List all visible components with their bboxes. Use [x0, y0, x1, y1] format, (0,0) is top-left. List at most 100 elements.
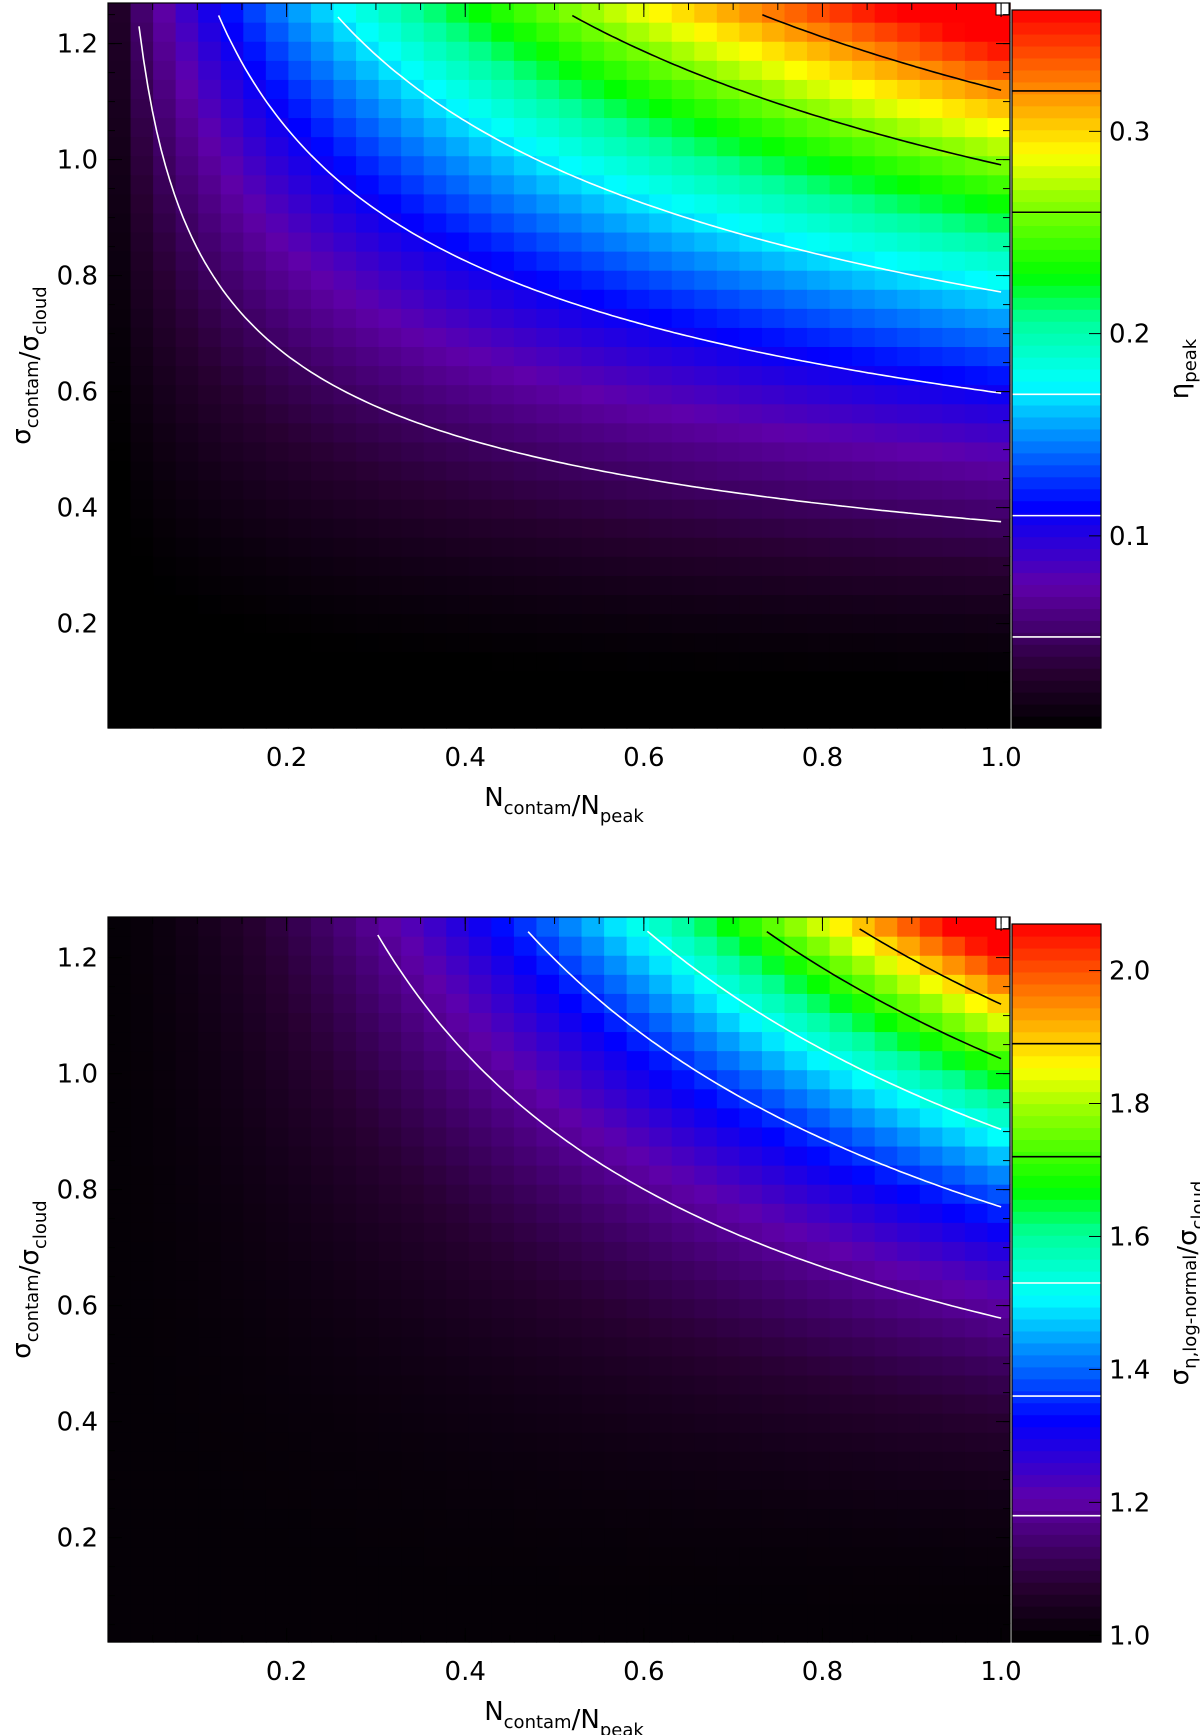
corner-marker [995, 916, 1010, 930]
heatmap-cell [694, 79, 718, 99]
heatmap-cell [310, 974, 335, 994]
heatmap-cell [987, 422, 1011, 443]
plot-frame [107, 2, 1011, 729]
heatmap-cell [807, 556, 831, 576]
heatmap-cell [807, 613, 831, 634]
heatmap-cell [130, 193, 154, 214]
colorbar-swatch [1012, 1007, 1101, 1021]
heatmap-cell [288, 1069, 312, 1090]
heatmap-cell [987, 41, 1011, 61]
heatmap-cell [265, 708, 289, 729]
heatmap-cell [671, 1145, 695, 1166]
heatmap-cell [310, 251, 335, 271]
heatmap-cell [265, 231, 289, 252]
heatmap-cell [919, 556, 943, 576]
heatmap-cell [739, 1088, 763, 1109]
heatmap-cell [333, 346, 357, 367]
heatmap-cell [852, 1622, 876, 1643]
heatmap-cell [310, 499, 335, 519]
colorbar-swatch [1012, 452, 1101, 466]
heatmap-cell [175, 1336, 199, 1357]
heatmap-cell [198, 60, 222, 80]
heatmap-cell [559, 212, 583, 233]
heatmap-cell [604, 1088, 628, 1109]
heatmap-cell [784, 556, 808, 576]
heatmap-cell [604, 289, 628, 309]
heatmap-cell [874, 1184, 898, 1204]
heatmap-cell [581, 251, 605, 271]
heatmap-cell [220, 613, 244, 634]
heatmap-cell [536, 193, 560, 214]
heatmap-cell [491, 193, 515, 214]
heatmap-cell [874, 22, 898, 42]
heatmap-cell [153, 212, 177, 233]
heatmap-cell [559, 193, 583, 214]
heatmap-cell [626, 613, 650, 634]
heatmap-cell [942, 1565, 966, 1586]
heatmap-cell [761, 212, 786, 233]
heatmap-cell [626, 1622, 650, 1643]
heatmap-cell [108, 499, 132, 519]
heatmap-cell [784, 1355, 808, 1376]
heatmap-cell [964, 327, 989, 348]
heatmap-cell [852, 1298, 876, 1319]
heatmap-cell [761, 1413, 786, 1433]
heatmap-cell [964, 346, 989, 367]
heatmap-cell [852, 955, 876, 975]
heatmap-cell [175, 212, 199, 233]
heatmap-cell [153, 1298, 177, 1319]
heatmap-cell [626, 327, 650, 348]
heatmap-cell [423, 670, 447, 691]
heatmap-cell [581, 308, 605, 328]
colorbar-swatch [1012, 1187, 1101, 1200]
heatmap-cell [423, 1031, 447, 1052]
heatmap-cell [626, 1050, 650, 1071]
heatmap-cell [559, 22, 583, 42]
heatmap-cell [378, 22, 402, 42]
heatmap-cell [716, 1069, 740, 1090]
heatmap-cell [130, 1145, 154, 1166]
heatmap-cell [175, 1165, 199, 1185]
heatmap-cell [716, 1451, 740, 1471]
heatmap-cell [604, 1584, 628, 1605]
heatmap-cell [423, 155, 447, 176]
heatmap-cell [513, 613, 538, 634]
heatmap-cell [243, 1527, 267, 1548]
heatmap-cell [333, 22, 357, 42]
heatmap-cell [739, 1527, 763, 1548]
heatmap-cell [964, 3, 989, 23]
heatmap-cell [198, 1222, 222, 1242]
heatmap-cell [964, 499, 989, 519]
heatmap-cell [153, 974, 177, 994]
heatmap-cell [108, 518, 132, 538]
heatmap-cell [897, 98, 921, 119]
heatmap-cell [829, 1279, 853, 1300]
heatmap-cell [987, 1088, 1011, 1109]
heatmap-cell [694, 632, 718, 653]
heatmap-cell [919, 422, 943, 443]
heatmap-cell [310, 1413, 335, 1433]
heatmap-cell [694, 346, 718, 367]
heatmap-cell [784, 308, 808, 328]
colorbar-swatch [1012, 177, 1101, 191]
x-tick-label: 0.8 [802, 1657, 843, 1687]
heatmap-cell [874, 1069, 898, 1090]
heatmap-cell [310, 613, 335, 634]
heatmap-cell [964, 1393, 989, 1414]
heatmap-cell [423, 1451, 447, 1471]
heatmap-cell [536, 1508, 560, 1529]
heatmap-cell [671, 98, 695, 119]
heatmap-cell [378, 575, 402, 596]
heatmap-cell [807, 974, 831, 994]
heatmap-cell [446, 308, 470, 328]
heatmap-cell [649, 289, 673, 309]
heatmap-cell [153, 670, 177, 691]
heatmap-cell [897, 1317, 921, 1338]
heatmap-cell [581, 1107, 605, 1128]
heatmap-cell [513, 575, 538, 596]
heatmap-cell [829, 708, 853, 729]
heatmap-cell [175, 1031, 199, 1052]
heatmap-cell [198, 1508, 222, 1529]
heatmap-cell [964, 60, 989, 80]
heatmap-cell [761, 136, 786, 157]
